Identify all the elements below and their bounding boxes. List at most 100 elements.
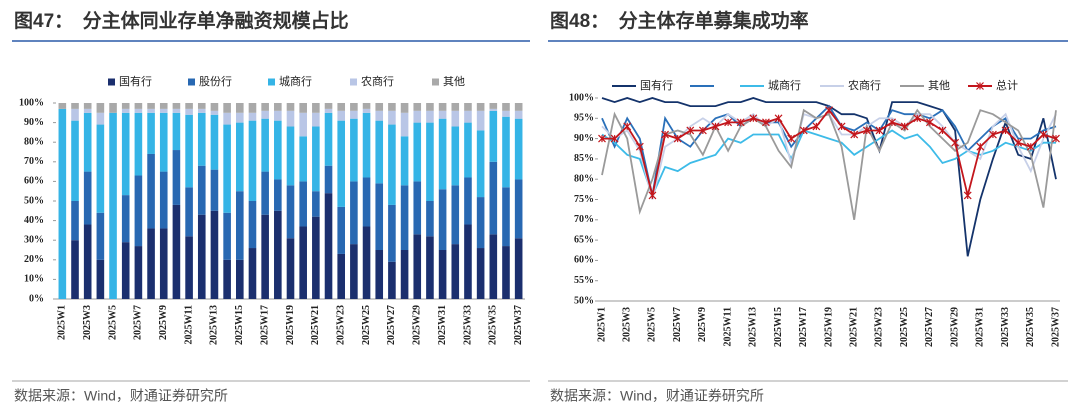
bar-segment xyxy=(451,103,460,111)
legend-label: 城商行 xyxy=(768,78,801,92)
bar-segment xyxy=(96,212,105,260)
bar-segment xyxy=(172,112,181,151)
point-marker xyxy=(925,118,934,127)
x-tick-label: 2025W5 xyxy=(107,305,118,340)
bar-segment xyxy=(362,226,371,299)
bar-segment xyxy=(362,177,371,227)
bar-segment xyxy=(261,118,269,172)
bar-segment xyxy=(248,120,257,201)
bar-segment xyxy=(159,103,168,109)
y-tick-label: 60% xyxy=(574,255,594,266)
bar-segment xyxy=(134,175,143,247)
bar-segment xyxy=(324,103,333,109)
legend-swatch xyxy=(268,78,275,86)
bar-segment xyxy=(400,250,409,299)
bar-segment xyxy=(71,120,79,201)
bar-segment xyxy=(451,126,460,186)
bar-segment xyxy=(159,228,168,299)
x-tick-label: 2025W9 xyxy=(158,305,169,340)
x-tick-label: 2025W33 xyxy=(462,305,473,345)
point-marker xyxy=(1014,138,1023,147)
bar-segment xyxy=(451,244,460,299)
x-tick-label: 2025W29 xyxy=(412,305,423,345)
bar-segment xyxy=(96,103,105,113)
bar-segment xyxy=(375,110,384,121)
x-tick-label: 2025W17 xyxy=(259,305,270,345)
x-tick-label: 2025W7 xyxy=(133,305,144,340)
point-marker xyxy=(736,118,745,127)
bar-segment xyxy=(299,226,307,299)
bar-segment xyxy=(210,114,219,170)
legend-label: 农商行 xyxy=(848,78,881,92)
bar-segment xyxy=(274,210,282,299)
bar-segment xyxy=(489,103,498,109)
y-tick-label: 80% xyxy=(574,173,594,184)
bar-segment xyxy=(324,112,333,166)
legend-swatch xyxy=(108,78,115,86)
bar-segment xyxy=(312,216,320,299)
y-tick-label: 40% xyxy=(24,215,44,226)
bar-segment xyxy=(223,212,231,260)
bar-segment xyxy=(172,204,181,299)
bar-segment xyxy=(426,110,434,123)
bar-segment xyxy=(324,165,333,194)
x-tick-label: 2025W13 xyxy=(748,307,759,347)
bar-segment xyxy=(476,103,485,111)
bar-segment xyxy=(197,108,206,113)
bar-segment xyxy=(476,130,485,198)
bar-segment xyxy=(438,110,447,119)
point-marker xyxy=(1001,126,1010,135)
bar-segment xyxy=(235,122,244,192)
series-line xyxy=(601,108,1057,220)
bar-segment xyxy=(324,193,333,299)
point-marker xyxy=(598,134,606,143)
bar-segment xyxy=(248,201,257,249)
bar-segment xyxy=(210,210,219,299)
x-tick-label: 2025W1 xyxy=(57,305,68,340)
legend-swatch xyxy=(350,78,357,86)
y-tick-label: 0% xyxy=(29,293,44,304)
series-line xyxy=(601,97,1057,257)
bar-segment xyxy=(502,246,510,299)
bar-segment xyxy=(83,224,92,299)
series-line xyxy=(601,129,1056,198)
point-marker xyxy=(875,126,884,135)
bar-segment xyxy=(413,110,422,123)
bar-segment xyxy=(121,108,130,113)
bar-segment xyxy=(134,108,143,113)
bar-segment xyxy=(261,103,269,111)
bar-segment xyxy=(83,112,92,172)
bar-segment xyxy=(286,126,295,186)
point-marker xyxy=(976,142,985,151)
y-tick-label: 60% xyxy=(24,176,44,187)
bar-segment xyxy=(134,112,143,176)
y-tick-label: 20% xyxy=(24,254,44,265)
y-tick-label: 50% xyxy=(574,295,594,306)
y-tick-label: 75% xyxy=(574,194,594,205)
bar-segment xyxy=(274,110,282,121)
bar-segment xyxy=(96,124,105,213)
y-tick-label: 30% xyxy=(24,234,44,245)
bar-segment xyxy=(438,189,447,250)
bar-segment xyxy=(489,110,498,162)
bar-segment xyxy=(185,187,193,237)
bar-segment xyxy=(159,108,168,113)
bar-segment xyxy=(274,120,282,180)
bar-segment xyxy=(451,110,460,127)
legend-swatch xyxy=(188,78,195,86)
bar-segment xyxy=(58,108,67,299)
bar-segment xyxy=(350,118,358,182)
bar-segment xyxy=(438,250,447,299)
x-tick-label: 2025W37 xyxy=(513,305,524,345)
bar-segment xyxy=(413,181,422,235)
legend-label: 城商行 xyxy=(279,74,312,88)
x-tick-label: 2025W35 xyxy=(488,305,499,345)
point-marker xyxy=(673,134,682,143)
point-marker xyxy=(749,114,758,123)
point-marker xyxy=(661,130,669,139)
bar-segment xyxy=(388,110,396,125)
x-tick-label: 2025W23 xyxy=(874,307,885,347)
point-marker xyxy=(762,118,770,127)
bar-segment xyxy=(71,103,79,109)
